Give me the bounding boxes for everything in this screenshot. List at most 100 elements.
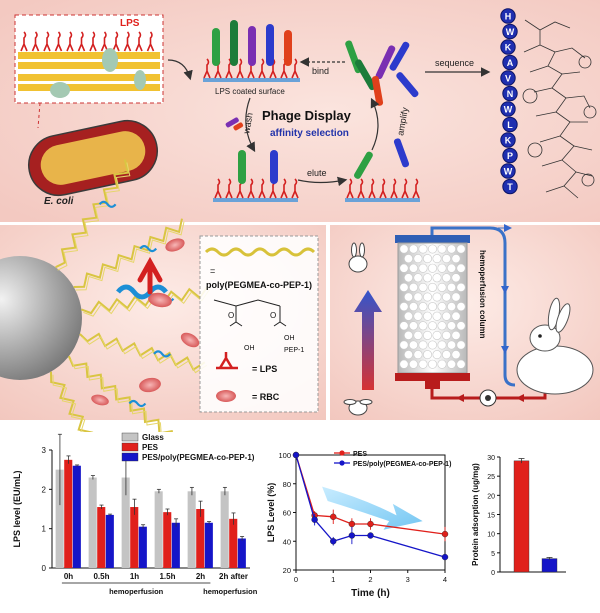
bound-lps-glyph [225,178,233,199]
peptide-segment [128,399,147,408]
chart1-ytick-label: 0 [42,564,47,573]
bound-phage-blue [270,150,278,184]
peptide-segment [153,350,171,358]
chart1-bar [171,522,180,568]
peptide-structure [522,19,597,199]
chart2-point [292,451,300,459]
ring-3 [583,105,597,119]
lps-glyph [89,31,97,52]
column-bead [451,311,461,321]
column-bead [451,273,461,283]
peptide-bead [502,147,518,164]
column-bead [432,350,442,360]
column-bead [446,244,456,254]
chart3-ylabel: Protein adsorption (ug/mg) [471,463,480,566]
column-bead [451,292,461,302]
column-label: hemoperfusion column [478,250,487,339]
membrane-layer-4 [18,84,160,91]
chart3-ytick-label: 10 [487,532,495,539]
column-bead [427,359,437,369]
peptide-sidechains [523,21,593,193]
chart1-ytick-label: 2 [42,485,47,494]
chart1-legend-label: Glass [142,433,164,442]
chart2-ytick-label: 80 [283,480,291,489]
column-bead [403,311,413,321]
peptide-bead-letter: W [504,104,513,114]
bound-surface-bar [213,198,298,202]
column-bead [446,263,456,273]
lps-molecules-row [20,31,155,52]
chart1-legend-label: PES/poly(PEGMEA-co-PEP-1) [142,453,255,462]
surface-lps-glyph [203,58,211,79]
lps-glyph [112,31,120,52]
chart2-legend-marker [339,460,345,466]
chart1-bar [105,514,114,568]
column-bead [451,330,461,340]
eluted-lps-glyph [357,178,365,199]
column-bead [441,311,451,321]
column-bead [437,244,447,254]
column-bead [437,282,447,292]
lps-label: LPS [120,18,140,29]
bound-lps-glyph [214,178,222,199]
peptide-bead-letter: T [507,182,513,192]
chart1-xtick-label: 0.5h [93,572,109,581]
chart1-bar [64,459,73,568]
bound-lps-glyph [291,178,299,199]
healthy-rabbit-icon [348,242,368,273]
ring-5 [581,173,595,187]
chart2-ytick-label: 40 [283,537,291,546]
column-bead [437,359,447,369]
chart1-bar [220,491,229,568]
lps-glyph [66,31,74,52]
peptide-bead-letter: N [507,89,514,99]
column-bead [422,273,432,283]
peptide-bead [500,132,516,148]
peptide-bead [502,23,518,40]
chart1-bar [187,491,196,568]
chart2-trend-arrow [322,486,423,530]
column-bead [427,340,437,350]
column-bead [456,340,466,350]
chart1-bar [130,507,139,568]
lps-glyph [100,31,109,52]
column-bead [456,263,466,273]
column-bead [403,330,413,340]
surface-label: LPS coated surface [215,87,285,96]
chart3-ytick-label: 20 [487,493,495,500]
chart2-series-line [295,454,446,558]
cell-to-surface-arrow [167,59,193,81]
column-bead [422,311,432,321]
eluted-lps-glyph [412,178,420,199]
rbc [148,292,172,308]
column-bead [432,292,442,302]
lps-legend: = LPS [252,364,277,374]
column-bead [446,282,456,292]
chart2-point [367,520,374,528]
affinity-selection-label: affinity selection [270,128,349,139]
peptide-helix [116,284,168,300]
rabbit-eye [538,334,542,338]
column-bead [451,254,461,264]
elute-arrow [297,176,348,187]
chart1-bar [154,491,163,568]
column-bead [422,330,432,340]
membrane-inset: LPS [14,14,164,104]
column-bead [418,282,428,292]
chart3-bar [513,460,530,573]
polymer-brush-shadow [75,221,185,291]
phage-darkgreen [230,20,238,66]
chart2-legend-label: PES [353,451,367,458]
peptide-bead [502,54,518,71]
chart1-legend-label: PES [142,443,159,452]
column-bead [427,282,437,292]
sick-rabbit-ear-1 [343,399,357,405]
sick-rabbit-icon [343,399,373,416]
phage-library [345,40,419,106]
column-bead [427,263,437,273]
column-bead [413,350,423,360]
sequence-label: sequence [435,58,474,68]
chart1-bar [88,477,97,568]
chart3-background [460,432,600,608]
